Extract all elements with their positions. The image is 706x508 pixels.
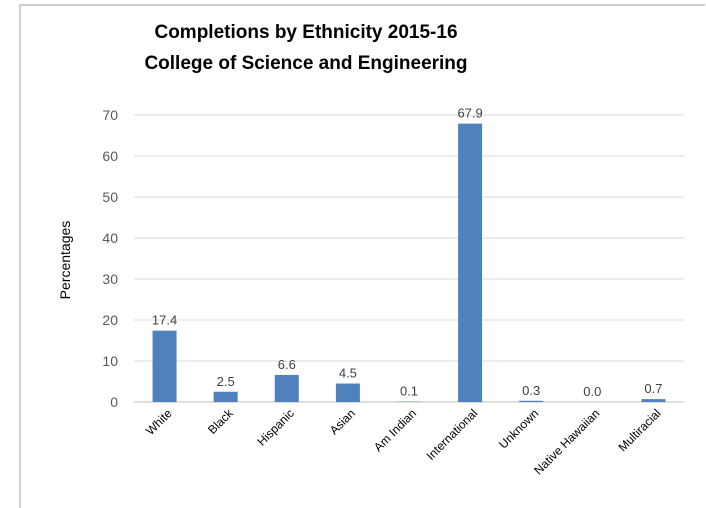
bar-multiracial xyxy=(641,399,666,402)
bar-international xyxy=(458,123,483,403)
chart-frame xyxy=(19,4,705,508)
data-label: 0.1 xyxy=(400,384,418,399)
gridlines xyxy=(134,114,684,403)
data-label: 0.7 xyxy=(644,381,662,396)
chart-title-line-1: Completions by Ethnicity 2015-16 xyxy=(154,22,457,43)
x-tick-label: Am Indian xyxy=(371,406,419,454)
category-labels: White Black Hispanic Asian Am Indian Internat… xyxy=(143,406,663,478)
bar-hispanic xyxy=(274,374,299,402)
x-tick-label: Hispanic xyxy=(254,406,296,448)
bar-black xyxy=(213,391,238,402)
y-tick-label: 20 xyxy=(102,312,118,328)
data-label: 67.9 xyxy=(457,106,482,121)
x-tick-label: Asian xyxy=(327,406,358,437)
x-tick-label: Black xyxy=(205,406,236,437)
data-label: 0.3 xyxy=(522,383,540,398)
chart-title-line-2: College of Science and Engineering xyxy=(144,53,467,74)
y-tick-label: 70 xyxy=(102,107,118,123)
x-tick-label: White xyxy=(143,406,175,438)
x-tick-label: International xyxy=(424,406,481,463)
y-tick-label: 50 xyxy=(102,189,118,205)
data-label: 2.5 xyxy=(217,374,235,389)
y-axis-ticks: 0 10 20 30 40 50 60 70 xyxy=(102,107,118,410)
x-tick-label: Multiracial xyxy=(615,406,663,454)
data-label: 6.6 xyxy=(278,357,296,372)
y-tick-label: 40 xyxy=(102,230,118,246)
x-tick-label: Unknown xyxy=(496,406,541,451)
bar-asian xyxy=(335,383,360,402)
x-tick-label: Native Hawaiian xyxy=(531,406,602,477)
y-axis-title: Percentages xyxy=(57,221,73,300)
data-label: 4.5 xyxy=(339,366,357,381)
y-tick-label: 10 xyxy=(102,353,118,369)
data-label: 17.4 xyxy=(152,313,177,328)
y-tick-label: 30 xyxy=(102,271,118,287)
bar-white xyxy=(152,330,177,402)
y-tick-label: 60 xyxy=(102,148,118,164)
y-tick-label: 0 xyxy=(110,394,118,410)
bars xyxy=(152,123,666,403)
bar-unknown xyxy=(519,400,544,402)
data-label: 0.0 xyxy=(583,384,601,399)
chart-title: Completions by Ethnicity 2015-16 College… xyxy=(144,22,467,74)
data-labels: 17.4 2.5 6.6 4.5 0.1 67.9 0.3 0.0 0.7 xyxy=(152,106,663,399)
